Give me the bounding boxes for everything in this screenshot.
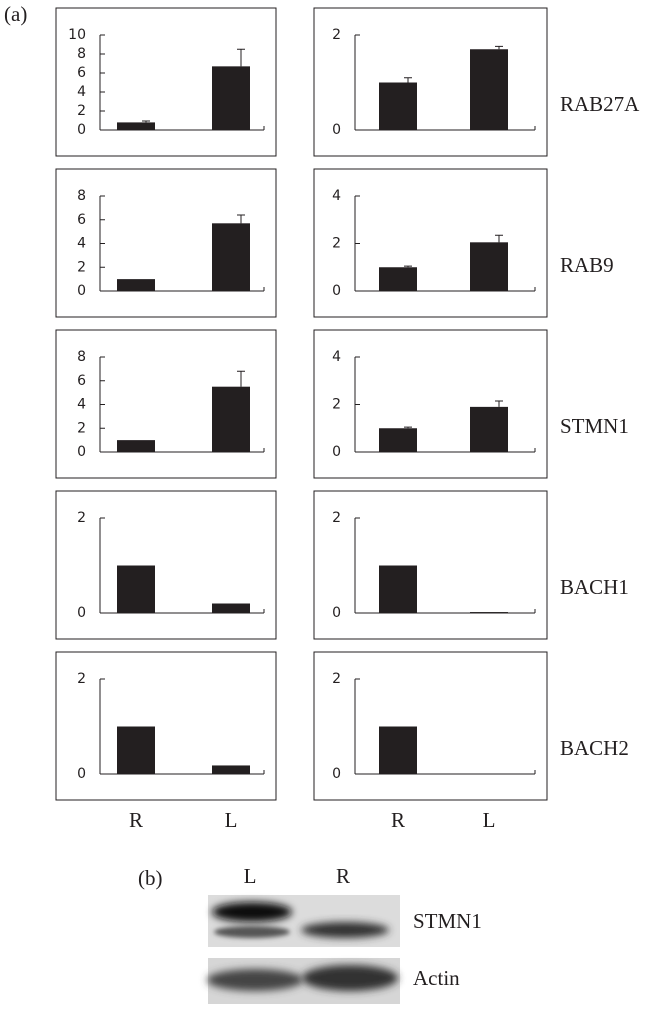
bar: [212, 604, 250, 614]
error-bar: [237, 49, 245, 66]
band-label: Actin: [413, 966, 460, 990]
bar: [470, 242, 508, 291]
panel-frame: [314, 169, 547, 317]
y-tick-label: 0: [332, 444, 341, 460]
error-bar: [495, 401, 503, 407]
y-tick-label: 4: [77, 397, 86, 413]
y-tick-label: 0: [332, 766, 341, 782]
bar: [379, 727, 417, 775]
y-tick-label: 2: [332, 671, 341, 687]
y-tick-label: 0: [77, 605, 86, 621]
bar: [470, 407, 508, 452]
row-label: BACH1: [560, 575, 629, 599]
y-tick-label: 8: [77, 349, 86, 365]
row-label: STMN1: [560, 414, 629, 438]
y-tick-label: 8: [77, 46, 86, 62]
panel-frame: [314, 491, 547, 639]
y-tick-label: 0: [332, 605, 341, 621]
column-label: L: [483, 808, 496, 832]
bar: [117, 122, 155, 130]
panel-frame: [314, 8, 547, 156]
bar: [117, 566, 155, 614]
error-bar: [404, 78, 412, 83]
y-tick-label: 2: [332, 397, 341, 413]
bar: [470, 49, 508, 130]
y-tick-label: 2: [77, 103, 86, 119]
y-tick-label: 0: [77, 766, 86, 782]
bar: [379, 428, 417, 452]
bar: [379, 83, 417, 131]
panel-frame: [314, 652, 547, 800]
blot-image: [207, 895, 400, 1004]
y-tick-label: 2: [332, 236, 341, 252]
y-tick-label: 0: [77, 283, 86, 299]
bar: [212, 66, 250, 130]
bar: [212, 223, 250, 291]
panel-frame: [56, 491, 276, 639]
y-tick-label: 0: [77, 444, 86, 460]
y-tick-label: 0: [77, 122, 86, 138]
lane-label: L: [244, 864, 257, 888]
band-label: STMN1: [413, 909, 482, 933]
row-label: RAB27A: [560, 92, 640, 116]
error-bar: [404, 427, 412, 428]
y-tick-label: 6: [77, 65, 86, 81]
figure: (a) (b) R L R L L R STMN1 Actin RAB27A RA…: [0, 0, 660, 1036]
y-tick-label: 0: [332, 283, 341, 299]
y-tick-label: 4: [77, 84, 86, 100]
error-bar: [237, 215, 245, 223]
column-label: L: [225, 808, 238, 832]
y-tick-label: 8: [77, 188, 86, 204]
bar: [117, 727, 155, 775]
y-tick-label: 0: [332, 122, 341, 138]
y-tick-label: 2: [332, 27, 341, 43]
panel-label: (a): [4, 2, 27, 26]
bar: [117, 279, 155, 291]
y-tick-label: 10: [68, 27, 86, 43]
page: (a) (b) R L R L L R STMN1 Actin RAB27A RA…: [0, 0, 660, 1036]
error-bar: [404, 266, 412, 267]
y-tick-label: 4: [332, 349, 341, 365]
error-bar: [495, 235, 503, 242]
panel-frame: [56, 652, 276, 800]
y-tick-label: 2: [332, 510, 341, 526]
panel-label: (b): [138, 866, 163, 890]
row-label: BACH2: [560, 736, 629, 760]
y-tick-label: 2: [77, 259, 86, 275]
bar: [470, 612, 508, 613]
y-tick-label: 2: [77, 671, 86, 687]
panel-frame: [314, 330, 547, 478]
error-bar: [237, 371, 245, 386]
column-label: R: [391, 808, 405, 832]
y-tick-label: 2: [77, 510, 86, 526]
y-tick-label: 2: [77, 420, 86, 436]
row-label: RAB9: [560, 253, 614, 277]
y-tick-label: 4: [332, 188, 341, 204]
bar: [379, 267, 417, 291]
error-bar: [495, 46, 503, 49]
error-bar: [142, 121, 150, 122]
bar: [212, 387, 250, 452]
bar: [379, 566, 417, 614]
y-tick-label: 6: [77, 373, 86, 389]
bar: [117, 440, 155, 452]
y-tick-label: 4: [77, 236, 86, 252]
bar: [212, 765, 250, 774]
lane-label: R: [336, 864, 350, 888]
column-label: R: [129, 808, 143, 832]
y-tick-label: 6: [77, 212, 86, 228]
